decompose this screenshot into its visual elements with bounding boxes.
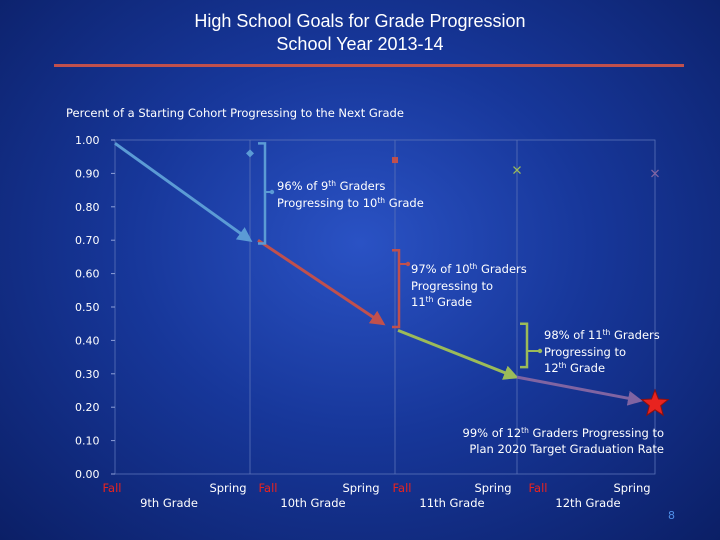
- bracket-10th-dot: [405, 261, 411, 267]
- x-tick-label: Spring: [613, 481, 650, 495]
- grade-label: 10th Grade: [280, 496, 345, 510]
- y-tick-label: 0.50: [75, 301, 100, 314]
- annotation-9th: Progressing to 10th Grade: [277, 196, 424, 210]
- annotation-9th: 96% of 9th Graders: [277, 179, 385, 193]
- annotation-10th-part: Graders: [477, 262, 526, 276]
- y-tick-label: 0.60: [75, 268, 100, 281]
- annotation-11th: 12th Grade: [544, 361, 605, 375]
- reference-marker: [246, 149, 254, 158]
- grade-label: 11th Grade: [419, 496, 484, 510]
- x-tick-label: Spring: [342, 481, 379, 495]
- annotation-10th: 11th Grade: [411, 295, 472, 309]
- series-line-4: [516, 375, 643, 406]
- title-line-1: High School Goals for Grade Progression: [194, 11, 526, 31]
- annotation-9th-part: th: [377, 196, 385, 205]
- y-tick-label: 0.80: [75, 201, 100, 214]
- x-tick-label: Fall: [393, 481, 412, 495]
- annotation-9th-part: Grade: [385, 196, 424, 210]
- annotation-11th-part: th: [603, 328, 611, 337]
- title-line-2: School Year 2013-14: [276, 34, 444, 54]
- reference-marker: [513, 166, 521, 175]
- series-line-1: [114, 142, 253, 242]
- annotation-11th-part: Graders: [610, 328, 659, 342]
- grade-label: 12th Grade: [555, 496, 620, 510]
- title-divider: [54, 64, 684, 67]
- annotation-10th-part: 11: [411, 295, 426, 309]
- goal-star-icon: [640, 388, 670, 417]
- annotation-10th-part: th: [426, 295, 434, 304]
- annotation-10th-part: Grade: [433, 295, 472, 309]
- reference-marker: [392, 157, 398, 164]
- x-tick-label: Spring: [474, 481, 511, 495]
- x-tick-label: Spring: [209, 481, 246, 495]
- x-tick-label: Fall: [259, 481, 278, 495]
- annotation-12th: Plan 2020 Target Graduation Rate: [469, 442, 664, 456]
- bracket-11th: [520, 322, 529, 369]
- annotation-12th-part: Graders Progressing to: [529, 426, 664, 440]
- bracket-10th: [392, 248, 401, 329]
- annotation-12th: 99% of 12th Graders Progressing to: [463, 426, 664, 440]
- y-tick-label: 0.90: [75, 167, 100, 180]
- annotation-10th: Progressing to: [411, 279, 493, 293]
- series-line-2: [257, 238, 386, 326]
- y-tick-label: 0.10: [75, 435, 100, 448]
- y-tick-label: 0.20: [75, 401, 100, 414]
- annotation-11th: Progressing to: [544, 345, 626, 359]
- chart-title: Percent of a Starting Cohort Progressing…: [66, 106, 404, 120]
- annotation-11th-part: 12: [544, 361, 559, 375]
- y-tick-label: 0.70: [75, 234, 100, 247]
- bracket-9th: [258, 142, 267, 245]
- annotation-10th-part: 97% of 10: [411, 262, 470, 276]
- annotation-9th-part: 96% of 9: [277, 179, 328, 193]
- grade-label: 9th Grade: [140, 496, 198, 510]
- annotation-9th-part: Graders: [336, 179, 385, 193]
- y-tick-label: 0.00: [75, 468, 100, 481]
- x-tick-label: Fall: [529, 481, 548, 495]
- annotation-11th-part: th: [559, 361, 567, 370]
- annotation-12th-part: th: [521, 426, 529, 435]
- series-line-3: [397, 328, 519, 380]
- y-tick-label: 0.40: [75, 334, 100, 347]
- annotation-11th: 98% of 11th Graders: [544, 328, 660, 342]
- annotation-9th-part: th: [328, 179, 336, 188]
- annotation-11th-part: 98% of 11: [544, 328, 603, 342]
- bracket-11th-dot: [537, 348, 543, 354]
- annotation-11th-part: Grade: [566, 361, 605, 375]
- annotation-9th-part: Progressing to 10: [277, 196, 377, 210]
- annotation-12th-part: 99% of 12: [463, 426, 522, 440]
- y-tick-label: 0.30: [75, 368, 100, 381]
- reference-marker: [651, 169, 659, 178]
- annotation-10th: 97% of 10th Graders: [411, 262, 527, 276]
- annotation-10th-part: th: [470, 262, 478, 271]
- x-tick-label: Fall: [103, 481, 122, 495]
- bracket-9th-dot: [269, 189, 275, 195]
- slide-title: High School Goals for Grade Progression …: [0, 10, 720, 56]
- page-number: 8: [668, 509, 675, 522]
- y-tick-label: 1.00: [75, 134, 100, 147]
